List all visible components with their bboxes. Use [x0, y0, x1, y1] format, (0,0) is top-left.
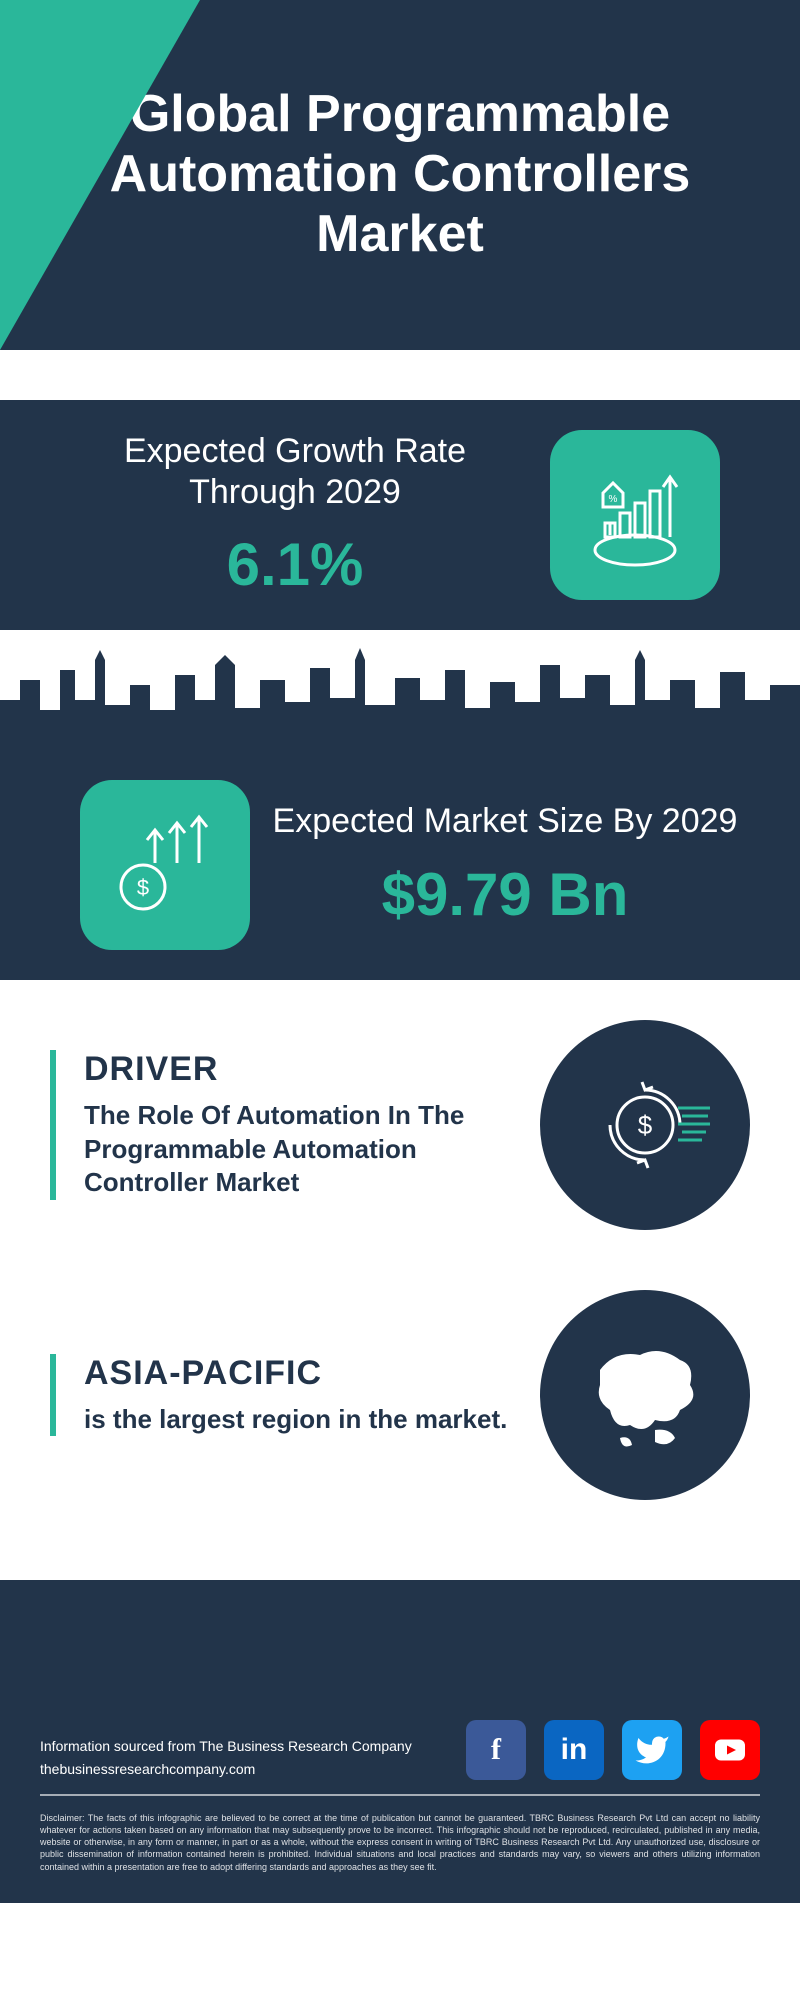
- header-block: Global Programmable Automation Controlle…: [0, 0, 800, 350]
- driver-heading: DRIVER: [70, 1050, 510, 1089]
- svg-text:$: $: [638, 1110, 653, 1140]
- region-row: ASIA-PACIFIC is the largest region in th…: [50, 1290, 750, 1500]
- globe-asia-icon: [540, 1290, 750, 1500]
- stat-marketsize-text: Expected Market Size By 2029 $9.79 Bn: [270, 801, 740, 929]
- svg-text:%: %: [609, 494, 618, 505]
- source-line1: Information sourced from The Business Re…: [40, 1735, 412, 1757]
- source-text: Information sourced from The Business Re…: [40, 1735, 412, 1780]
- stat-growth-panel: Expected Growth Rate Through 2029 6.1% %: [0, 400, 800, 630]
- twitter-icon[interactable]: [622, 1720, 682, 1780]
- social-icons: f in: [466, 1720, 760, 1780]
- footer: Information sourced from The Business Re…: [0, 1580, 800, 1903]
- automation-cycle-icon: $: [540, 1020, 750, 1230]
- disclaimer-text: Disclaimer: The facts of this infographi…: [40, 1812, 760, 1873]
- svg-text:$: $: [137, 875, 149, 900]
- driver-text: DRIVER The Role Of Automation In The Pro…: [50, 1050, 540, 1200]
- driver-row: DRIVER The Role Of Automation In The Pro…: [50, 1020, 750, 1230]
- stat-marketsize-panel: Expected Market Size By 2029 $9.79 Bn $: [0, 750, 800, 980]
- stat-growth-value: 6.1%: [60, 530, 530, 599]
- spacer: [0, 350, 800, 400]
- driver-desc: The Role Of Automation In The Programmab…: [70, 1099, 510, 1200]
- footer-top: Information sourced from The Business Re…: [40, 1720, 760, 1796]
- youtube-icon[interactable]: [700, 1720, 760, 1780]
- region-desc: is the largest region in the market.: [70, 1403, 510, 1437]
- skyline-divider: [0, 630, 800, 750]
- facebook-icon[interactable]: f: [466, 1720, 526, 1780]
- stat-marketsize-label: Expected Market Size By 2029: [270, 801, 740, 842]
- region-text: ASIA-PACIFIC is the largest region in th…: [50, 1354, 540, 1437]
- region-heading: ASIA-PACIFIC: [70, 1354, 510, 1393]
- stat-growth-text: Expected Growth Rate Through 2029 6.1%: [60, 431, 530, 600]
- linkedin-icon[interactable]: in: [544, 1720, 604, 1780]
- growth-chart-icon: %: [550, 430, 720, 600]
- stat-marketsize-value: $9.79 Bn: [270, 860, 740, 929]
- stat-growth-label: Expected Growth Rate Through 2029: [60, 431, 530, 513]
- money-arrows-icon: $: [80, 780, 250, 950]
- source-line2: thebusinessresearchcompany.com: [40, 1758, 412, 1780]
- info-section: DRIVER The Role Of Automation In The Pro…: [0, 980, 800, 1580]
- header-triangle-accent: [0, 0, 200, 350]
